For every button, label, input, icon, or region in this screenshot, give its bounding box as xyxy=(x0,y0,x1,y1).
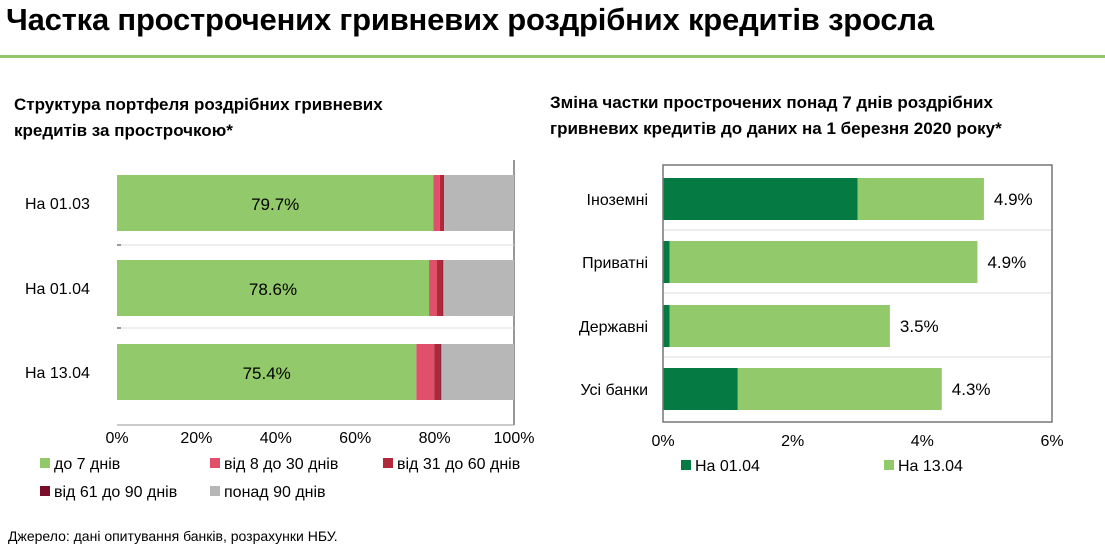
data-label: 78.6% xyxy=(249,280,297,299)
left-chart-title-line: кредитів за прострочкою* xyxy=(14,121,233,140)
data-label: 3.5% xyxy=(900,317,939,336)
data-label: 79.7% xyxy=(251,195,299,214)
title-divider xyxy=(0,55,1105,58)
bar-0104 xyxy=(663,178,858,220)
legend-swatch xyxy=(681,460,691,470)
bar-segment-3 xyxy=(442,260,444,316)
x-tick-label: 0% xyxy=(651,433,674,450)
bar-segment-0 xyxy=(117,344,417,400)
bar-segment-4 xyxy=(441,344,514,400)
y-tick-label: На 13.04 xyxy=(25,365,90,382)
bar-segment-0 xyxy=(117,260,430,316)
plot-border xyxy=(662,164,1053,423)
y-tick-label: На 01.03 xyxy=(25,196,90,213)
right-chart-title-line: Зміна частки прострочених понад 7 днів р… xyxy=(550,93,993,112)
bar-0104 xyxy=(663,305,670,347)
left-chart-title: Структура портфеля роздрібних гривневих … xyxy=(14,92,383,144)
x-tick-label: 2% xyxy=(781,433,804,450)
right-chart-title-line: гривневих кредитів до даних на 1 березня… xyxy=(550,119,1002,138)
x-tick-label: 80% xyxy=(419,430,451,447)
data-label: 4.9% xyxy=(994,190,1033,209)
right-chart-title: Зміна частки прострочених понад 7 днів р… xyxy=(550,90,1002,142)
page-title: Частка прострочених гривневих роздрібних… xyxy=(6,2,934,37)
bar-segment-0 xyxy=(117,175,434,231)
data-label: 4.3% xyxy=(952,380,991,399)
x-tick-label: 4% xyxy=(911,433,934,450)
bar-segment-1 xyxy=(429,260,437,316)
bar-segment-2 xyxy=(439,175,444,231)
data-label: 75.4% xyxy=(243,364,291,383)
x-tick-label: 100% xyxy=(494,430,535,447)
y-tick-label: Державні xyxy=(579,319,648,336)
legend-label: На 01.04 xyxy=(695,458,760,475)
legend-swatch xyxy=(40,458,50,468)
legend-swatch xyxy=(40,486,50,496)
legend-label: від 61 до 90 днів xyxy=(54,484,177,501)
x-tick-label: 6% xyxy=(1040,433,1063,450)
x-tick-label: 40% xyxy=(260,430,292,447)
x-tick-label: 0% xyxy=(105,430,128,447)
bar-0104 xyxy=(663,368,738,410)
x-tick-label: 20% xyxy=(180,430,212,447)
legend-label: понад 90 днів xyxy=(224,484,326,501)
bar-segment-4 xyxy=(444,175,514,231)
legend-label: до 7 днів xyxy=(54,456,120,473)
bar-segment-1 xyxy=(416,344,435,400)
bar-segment-3 xyxy=(443,175,445,231)
legend-swatch xyxy=(884,460,894,470)
y-tick-label: Іноземні xyxy=(587,192,648,209)
bar-segment-4 xyxy=(443,260,514,316)
legend-swatch xyxy=(383,458,393,468)
y-tick-label: Усі банки xyxy=(580,382,648,399)
data-label: 4.9% xyxy=(987,253,1026,272)
y-tick-label: На 01.04 xyxy=(25,281,90,298)
bar-1304 xyxy=(663,305,890,347)
x-tick-label: 60% xyxy=(339,430,371,447)
legend-label: На 13.04 xyxy=(898,458,963,475)
bar-segment-1 xyxy=(433,175,440,231)
bar-segment-2 xyxy=(436,260,443,316)
source-note: Джерело: дані опитування банків, розраху… xyxy=(8,528,338,544)
bar-1304 xyxy=(663,241,978,283)
bar-0104 xyxy=(663,241,670,283)
legend-swatch xyxy=(210,486,220,496)
y-tick-label: Приватні xyxy=(582,255,648,272)
left-chart-title-line: Структура портфеля роздрібних гривневих xyxy=(14,95,383,114)
legend-swatch xyxy=(210,458,220,468)
bar-segment-2 xyxy=(434,344,441,400)
legend-label: від 8 до 30 днів xyxy=(224,456,338,473)
legend-label: від 31 до 60 днів xyxy=(397,456,520,473)
bar-segment-3 xyxy=(440,344,442,400)
